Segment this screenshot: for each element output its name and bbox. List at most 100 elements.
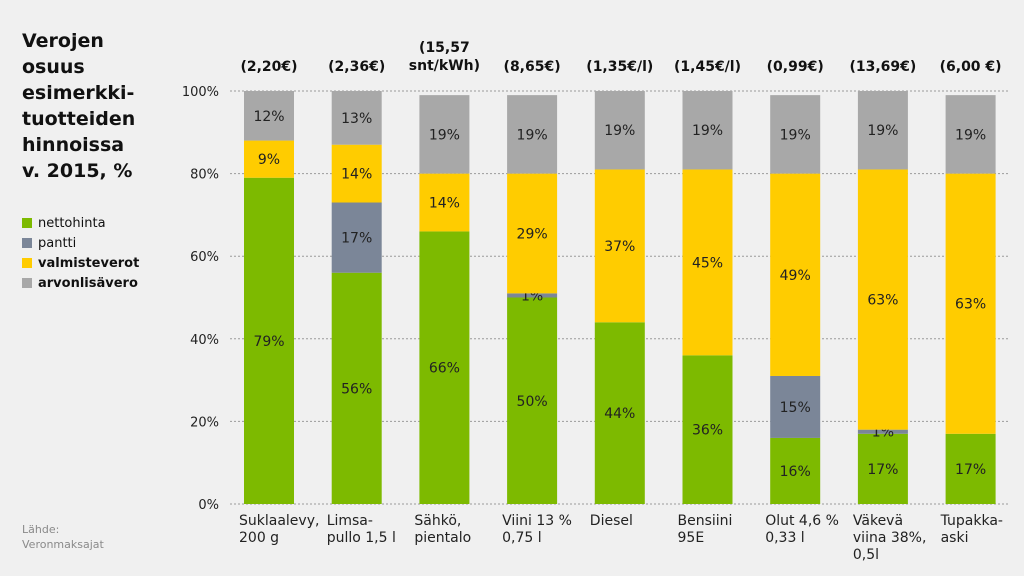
bar-segment	[331, 202, 382, 273]
category-label: Suklaalevy,	[239, 513, 319, 529]
legend-item: pantti	[22, 233, 139, 253]
category-label: viina 38%,	[853, 530, 927, 546]
legend-label: arvonlisävero	[38, 275, 138, 291]
y-tick-label: 40%	[190, 333, 219, 348]
data-label: 9%	[258, 152, 280, 168]
data-label: 19%	[867, 123, 898, 139]
category-label: 95E	[678, 530, 705, 546]
bar-segment	[507, 95, 558, 174]
bar-segment	[507, 293, 558, 298]
bar-segment	[945, 173, 996, 434]
data-label: 19%	[429, 127, 460, 143]
category-label: Limsa-	[327, 513, 373, 529]
legend-item: valmisteverot	[22, 253, 139, 273]
bar-segment	[770, 173, 821, 376]
data-label: 17%	[955, 462, 986, 478]
price-label: (13,69€)	[849, 59, 916, 75]
bar-segment	[331, 272, 382, 504]
data-label: 13%	[341, 111, 372, 127]
bar-segment	[419, 231, 470, 505]
price-label: (1,35€/l)	[586, 59, 653, 75]
legend-label: nettohinta	[38, 215, 106, 231]
bar-segment	[507, 173, 558, 294]
data-label: 14%	[341, 167, 372, 183]
data-label: 17%	[867, 462, 898, 478]
legend-swatch	[22, 278, 32, 288]
price-label: (6,00 €)	[940, 59, 1002, 75]
category-label: 200 g	[239, 530, 279, 546]
category-label: Olut 4,6 %	[765, 513, 839, 529]
category-label: aski	[941, 530, 969, 546]
bar-segment	[331, 91, 382, 145]
category-label: Diesel	[590, 513, 633, 529]
data-label: 63%	[867, 293, 898, 309]
bar-segment	[419, 95, 470, 174]
legend-swatch	[22, 258, 32, 268]
data-label: 66%	[429, 361, 460, 377]
price-label: snt/kWh)	[409, 58, 480, 74]
data-label: 29%	[517, 226, 548, 242]
data-label: 15%	[780, 400, 811, 416]
data-label: 36%	[692, 423, 723, 439]
bar-segment	[594, 322, 645, 504]
bar-segment	[770, 375, 821, 438]
legend-swatch	[22, 238, 32, 248]
bar-segment	[770, 95, 821, 174]
data-label: 44%	[604, 406, 635, 422]
bar-segment	[682, 355, 733, 504]
bar-segment	[857, 433, 908, 504]
legend-label: valmisteverot	[38, 255, 140, 271]
price-label: (15,57	[419, 40, 470, 56]
bar-segment	[682, 91, 733, 170]
y-tick-label: 80%	[190, 168, 219, 183]
y-tick-label: 60%	[190, 250, 219, 265]
bar-segment	[244, 91, 294, 141]
category-label: 0,33 l	[765, 530, 805, 546]
data-label: 16%	[780, 464, 811, 480]
data-label: 19%	[955, 127, 986, 143]
bar-segment	[682, 169, 733, 356]
category-label: Tupakka-	[940, 513, 1003, 529]
legend-swatch	[22, 218, 32, 228]
y-tick-label: 20%	[190, 415, 219, 430]
bar-segment	[945, 433, 996, 504]
category-label: Bensiini	[678, 513, 733, 529]
bar-segment	[244, 177, 294, 505]
price-label: (1,45€/l)	[674, 59, 741, 75]
category-label: 0,5l	[853, 547, 879, 563]
price-label: (2,36€)	[328, 59, 385, 75]
y-tick-label: 0%	[198, 498, 219, 513]
source-note: Lähde: Veronmaksajat	[22, 522, 104, 552]
category-label: pientalo	[414, 530, 471, 546]
data-label: 19%	[604, 123, 635, 139]
price-label: (8,65€)	[504, 59, 561, 75]
data-label: 37%	[604, 239, 635, 255]
data-label: 50%	[517, 394, 548, 410]
bar-segment	[857, 169, 908, 430]
price-label: (0,99€)	[767, 59, 824, 75]
bar-segment	[331, 144, 382, 203]
data-label: 19%	[780, 127, 811, 143]
bar-segment	[857, 429, 908, 434]
bar-segment	[419, 173, 470, 232]
category-label: pullo 1,5 l	[327, 530, 396, 546]
legend-item: arvonlisävero	[22, 273, 139, 293]
bar-segment	[594, 91, 645, 170]
legend-label: pantti	[38, 235, 77, 251]
data-label: 63%	[955, 297, 986, 313]
bar-segment	[857, 91, 908, 170]
data-label: 19%	[692, 123, 723, 139]
price-label: (2,20€)	[240, 59, 297, 75]
bar-segment	[594, 169, 645, 323]
data-label: 12%	[253, 109, 284, 125]
source-value: Veronmaksajat	[22, 538, 104, 551]
data-label: 14%	[429, 196, 460, 212]
legend: nettohinta pantti valmisteverot arvonlisäve…	[22, 213, 139, 293]
category-label: Väkevä	[853, 513, 903, 529]
category-label: Viini 13 %	[502, 513, 572, 529]
data-label: 79%	[253, 334, 284, 350]
data-label: 45%	[692, 255, 723, 271]
bar-segment	[770, 437, 821, 504]
bar-segment	[945, 95, 996, 174]
